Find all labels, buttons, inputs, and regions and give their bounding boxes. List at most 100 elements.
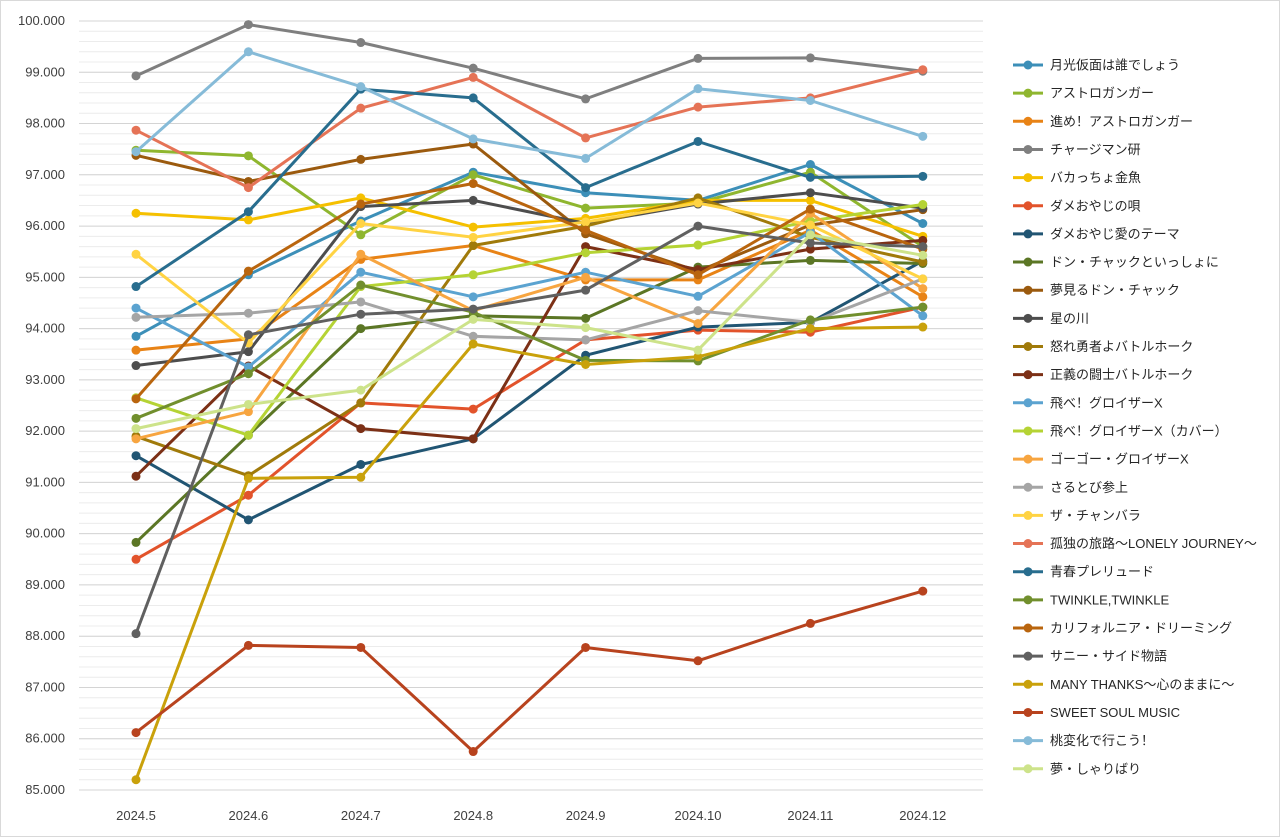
data-point [805,244,815,254]
x-tick-label: 2024.9 [566,808,606,823]
legend-item: アストロガンガー [1013,86,1154,101]
data-point [243,47,253,57]
legend-label: 星の川 [1050,311,1089,326]
data-point [356,219,366,229]
data-point [131,249,141,259]
legend-label: さるとび参上 [1050,480,1128,495]
data-point [468,134,478,144]
data-point [468,270,478,280]
data-point [805,230,815,240]
data-point [356,324,366,334]
legend-item: TWINKLE,TWINKLE [1013,592,1170,607]
data-point [693,345,703,355]
data-point [131,728,141,738]
series-line [134,233,925,431]
data-point [243,515,253,525]
data-point [918,250,928,260]
series-25 [131,47,928,163]
data-point [693,221,703,231]
data-point [693,306,703,316]
data-point [131,331,141,341]
legend-swatch-marker [1023,173,1033,183]
data-point [356,82,366,92]
data-point [468,292,478,302]
legend-item: 孤独の旅路〜LONELY JOURNEY〜 [1013,536,1257,551]
data-point [131,303,141,313]
legend-label: ダメおやじ愛のテーマ [1050,226,1180,241]
series-line [134,238,925,478]
legend-label: アストロガンガー [1050,86,1154,101]
data-point [243,151,253,161]
data-point [468,93,478,103]
data-point [693,352,703,362]
data-point [131,451,141,461]
data-point [805,53,815,63]
data-point [581,323,591,333]
data-point [805,315,815,325]
legend-label: 進め！アストロガンガー [1050,114,1193,129]
x-tick-label: 2024.10 [675,808,722,823]
data-point [131,394,141,404]
data-point [918,219,928,229]
data-point [131,434,141,444]
x-tick-label: 2024.6 [229,808,269,823]
data-point [693,198,703,208]
legend-item: さるとび参上 [1013,480,1128,495]
data-point [468,747,478,757]
data-point [468,314,478,324]
data-point [243,399,253,409]
data-point [918,200,928,210]
data-point [918,586,928,596]
legend-item: チャージマン研 [1013,142,1141,157]
data-point [243,407,253,417]
y-tick-label: 99.000 [25,64,65,79]
data-point [693,136,703,146]
series-line [134,23,925,101]
data-point [356,472,366,482]
data-point [805,204,815,214]
legend-item: SWEET SOUL MUSIC [1013,705,1180,720]
data-point [693,53,703,63]
legend-swatch-marker [1023,257,1033,267]
data-point [468,304,478,314]
legend-item: MANY THANKS〜心のままに〜 [1013,677,1234,692]
data-point [693,291,703,301]
data-point [581,642,591,652]
legend-swatch-marker [1023,539,1033,549]
series-line [134,325,925,782]
data-point [131,554,141,564]
data-point [131,629,141,639]
data-point [468,63,478,73]
data-point [918,171,928,181]
data-point [243,330,253,340]
data-point [581,248,591,258]
data-point [918,235,928,245]
data-point [356,267,366,277]
legend-swatch-marker [1023,229,1033,239]
data-point [918,292,928,302]
data-point [693,656,703,666]
legend-item: カリフォルニア・ドリーミング [1013,621,1232,636]
legend-swatch-marker [1023,454,1033,464]
legend-label: 飛べ！グロイザーX [1050,395,1163,410]
series-line [134,258,925,544]
y-tick-label: 96.000 [25,218,65,233]
data-point [805,195,815,205]
data-point [243,215,253,225]
data-point [693,84,703,94]
legend-item: ザ・チャンバラ [1013,508,1141,523]
legend-item: 月光仮面は誰でしょう [1013,58,1180,73]
series-line [134,283,925,420]
data-point [356,309,366,319]
data-point [468,331,478,341]
data-point [243,308,253,318]
data-point [581,313,591,323]
data-point [581,359,591,369]
legend-swatch-marker [1023,679,1033,689]
data-point [131,413,141,423]
data-point [243,473,253,483]
x-tick-label: 2024.5 [116,808,156,823]
legend-swatch-marker [1023,144,1033,154]
data-point [693,102,703,112]
legend-label: 飛べ！グロイザーX（カバー） [1050,423,1228,438]
